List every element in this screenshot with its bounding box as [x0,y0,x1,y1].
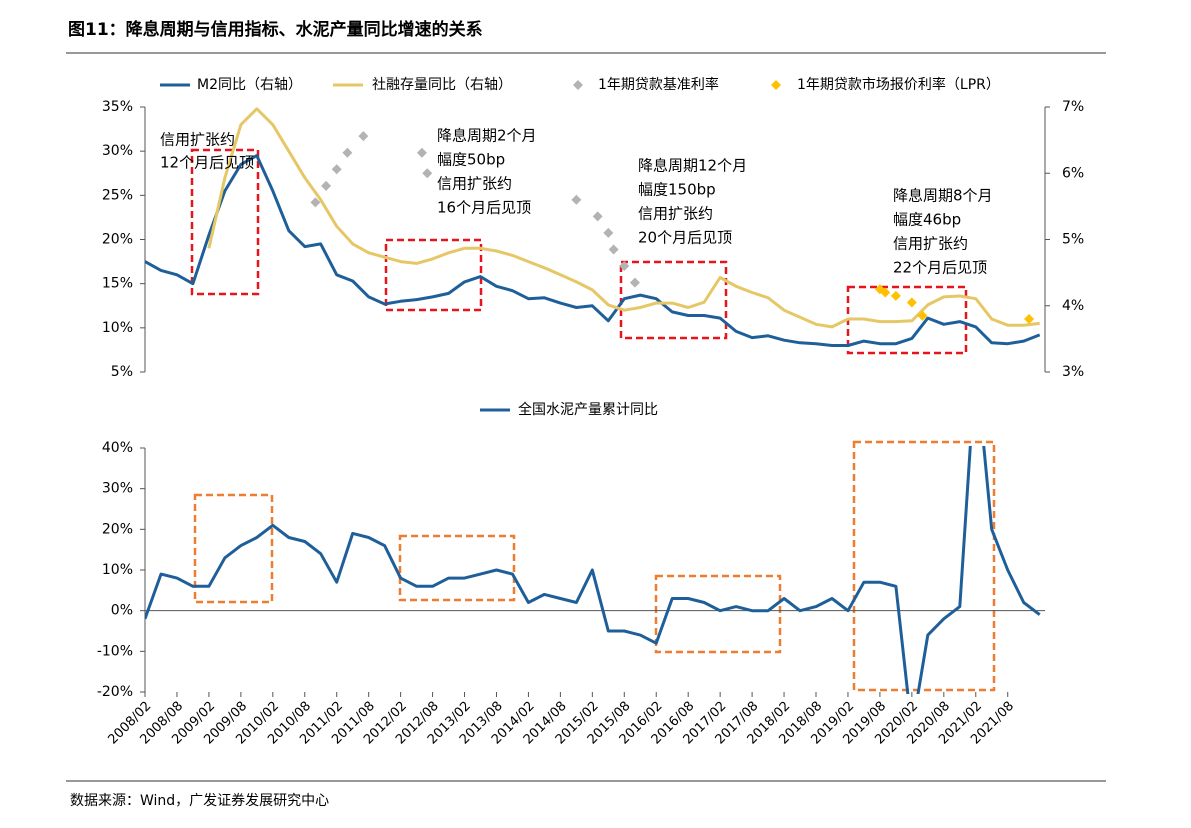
rate-point [422,168,433,179]
y-tick-label: 20% [102,232,133,248]
y2-tick-label: 3% [1062,364,1084,380]
rate-point [880,287,891,298]
source-note: 数据来源：Wind，广发证券发展研究中心 [70,793,329,809]
annotation: 降息周期2个月 [437,127,537,145]
annotation: 信用扩张约 [437,175,512,193]
annotation: 20个月后见顶 [638,229,732,247]
highlight-boxes-bottom [193,440,996,692]
y-tick-label: 5% [111,364,133,380]
y2-tick-label: 5% [1062,232,1084,248]
legend-label: M2同比（右轴） [197,77,302,93]
y-tick-label: 15% [102,276,133,292]
y-tick-label: 0% [111,603,133,619]
annotation: 信用扩张约 [638,205,713,223]
y-tick-label: 35% [102,99,133,115]
rate-point [917,310,928,321]
y-tick-label: 20% [102,521,133,537]
annotation: 信用扩张约 [160,131,235,149]
y-tick-label: 30% [102,143,133,159]
rate-point [342,147,353,158]
rate-point [608,244,619,255]
y-tick-label: 30% [102,481,133,497]
y2-tick-label: 7% [1062,99,1084,115]
annotation: 信用扩张约 [893,235,968,253]
y-tick-label: -20% [97,684,133,700]
legend-label: 1年期贷款基准利率 [598,76,719,93]
plot-area [145,107,1041,347]
legend-label: 1年期贷款市场报价利率（LPR） [797,76,1000,93]
y-tick-label: 25% [102,187,133,203]
y-tick-label: 10% [102,320,133,336]
legend-label: 全国水泥产量累计同比 [518,401,658,418]
y-tick-label: 10% [102,562,133,578]
y2-tick-label: 6% [1062,165,1084,181]
annotation: 降息周期12个月 [638,157,747,175]
rate-point [603,227,614,238]
y-tick-label: -10% [97,643,133,659]
series-line [207,107,1040,329]
rate-point [906,297,917,308]
rate-point [416,147,427,158]
annotation: 幅度50bp [437,151,505,169]
annotation: 12个月后见顶 [160,154,254,172]
rate-point [358,131,369,142]
annotation: 降息周期8个月 [893,187,993,205]
series-line [145,446,1041,694]
legend-marker [771,80,781,90]
annotation: 22个月后见顶 [893,259,987,277]
rate-point [321,180,332,191]
legend-marker [573,80,583,90]
rate-point [310,197,321,208]
legend-label: 社融存量同比（右轴） [372,77,512,93]
annotation: 幅度46bp [893,211,961,229]
y-tick-label: 40% [102,440,133,456]
annotation: 16个月后见顶 [437,199,531,217]
rate-point [571,194,582,205]
rate-point [619,261,630,271]
annotation: 幅度150bp [638,181,716,199]
series-line [145,154,1041,347]
page-title: 图11：降息周期与信用指标、水泥产量同比增速的关系 [68,19,483,40]
rate-point [890,290,901,301]
plot-area [145,446,1041,694]
rate-point [1024,314,1035,324]
rate-point [592,211,603,222]
y2-tick-label: 4% [1062,298,1084,314]
rate-point [331,164,342,175]
rate-point [629,277,640,288]
